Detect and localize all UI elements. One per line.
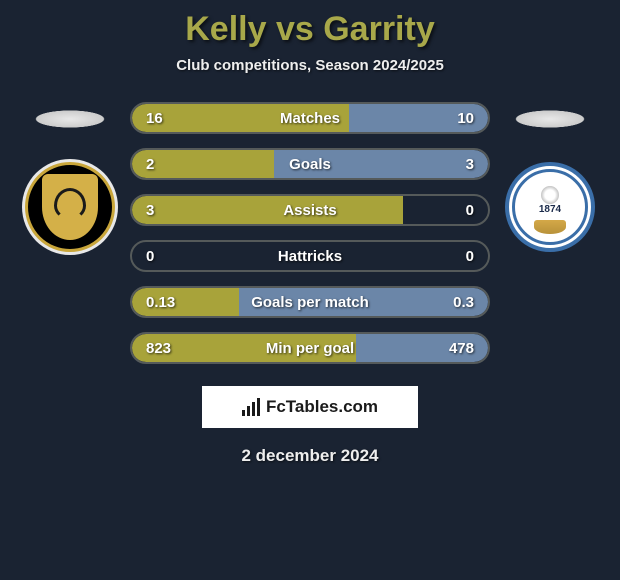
- stat-label: Matches: [132, 110, 488, 127]
- shield-icon: [42, 174, 98, 240]
- comparison-card: Kelly vs Garrity Club competitions, Seas…: [0, 0, 620, 466]
- brand-footer[interactable]: FcTables.com: [202, 386, 418, 428]
- season-subtitle: Club competitions, Season 2024/2025: [176, 57, 444, 74]
- stat-label: Goals per match: [132, 294, 488, 311]
- stat-label: Hattricks: [132, 248, 488, 265]
- stat-row: 23Goals: [130, 148, 490, 180]
- page-title: Kelly vs Garrity: [185, 10, 434, 49]
- bar-chart-icon: [242, 398, 260, 416]
- stats-column: 1610Matches 23Goals 30Assists 00Hattricks 0.…: [130, 102, 490, 364]
- ball-icon: [541, 186, 559, 204]
- left-club-badge: [25, 162, 115, 252]
- stat-row: 0.130.3Goals per match: [130, 286, 490, 318]
- main-area: 1610Matches 23Goals 30Assists 00Hattricks 0.…: [0, 102, 620, 364]
- right-player-column: 1874: [500, 102, 600, 252]
- date-label: 2 december 2024: [241, 446, 378, 466]
- brand-label: FcTables.com: [266, 397, 378, 417]
- right-club-badge: 1874: [505, 162, 595, 252]
- stat-row: 823478Min per goal: [130, 332, 490, 364]
- stat-row: 1610Matches: [130, 102, 490, 134]
- stat-label: Goals: [132, 156, 488, 173]
- stat-label: Assists: [132, 202, 488, 219]
- badge-year: 1874: [509, 204, 591, 215]
- left-player-column: [20, 102, 120, 252]
- player-silhouette-left: [20, 104, 120, 134]
- stat-row: 00Hattricks: [130, 240, 490, 272]
- stat-label: Min per goal: [132, 340, 488, 357]
- player-silhouette-right: [500, 104, 600, 134]
- stat-row: 30Assists: [130, 194, 490, 226]
- ship-icon: [534, 220, 566, 234]
